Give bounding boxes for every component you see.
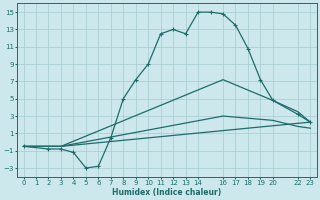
X-axis label: Humidex (Indice chaleur): Humidex (Indice chaleur) bbox=[112, 188, 221, 197]
